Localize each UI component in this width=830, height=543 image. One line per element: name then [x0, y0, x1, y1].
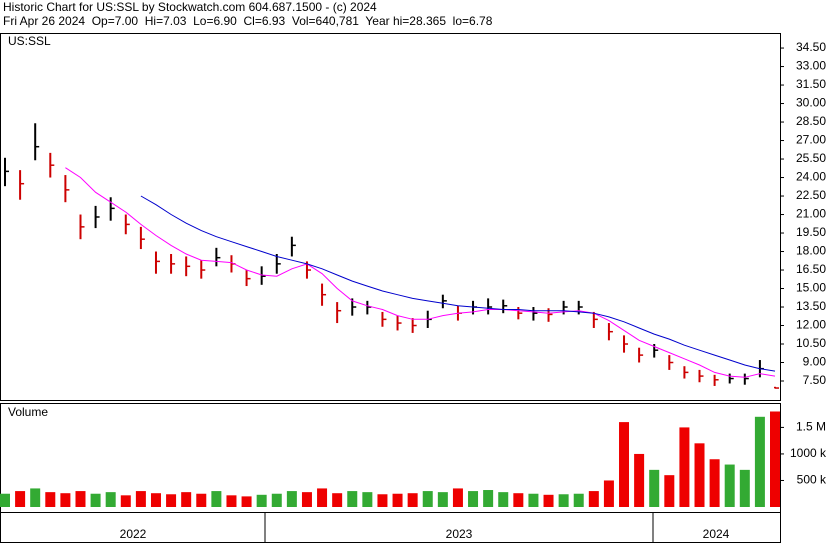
volume-bar	[135, 491, 146, 507]
y-tick-label: 16.50	[796, 262, 826, 276]
volume-bar	[226, 495, 237, 507]
volume-bar	[483, 490, 494, 507]
volume-tick-label: 500 k	[797, 473, 827, 487]
x-label: 2024	[703, 527, 730, 541]
volume-bar	[573, 493, 584, 507]
volume-bar	[60, 493, 71, 507]
volume-bar	[241, 496, 252, 507]
volume-label: Volume	[8, 405, 48, 419]
volume-bar	[603, 480, 614, 507]
volume-bar	[211, 491, 222, 507]
y-tick-label: 9.00	[803, 355, 827, 369]
y-tick-label: 34.50	[796, 40, 826, 54]
volume-bar	[256, 494, 267, 507]
y-tick-label: 30.00	[796, 96, 826, 110]
volume-bar	[90, 493, 101, 507]
volume-tick-label: 1.5 M	[796, 420, 826, 434]
price-panel	[0, 33, 781, 401]
y-tick-label: 33.00	[796, 59, 826, 73]
symbol-label: US:SSL	[8, 34, 51, 48]
volume-bar	[362, 492, 373, 507]
moving-average	[140, 195, 776, 372]
volume-bar	[347, 491, 358, 507]
y-tick-label: 7.50	[803, 373, 827, 387]
y-tick-label: 22.50	[796, 188, 826, 202]
y-tick-label: 24.00	[796, 170, 826, 184]
volume-bar	[528, 493, 539, 507]
volume-bar	[619, 422, 630, 507]
y-tick-label: 10.50	[796, 336, 826, 350]
volume-bar	[120, 495, 131, 507]
volume-bar	[513, 493, 524, 507]
x-label: 2023	[446, 527, 473, 541]
y-tick-label: 13.50	[796, 299, 826, 313]
volume-bar	[694, 443, 705, 507]
y-tick-label: 12.00	[796, 318, 826, 332]
volume-bar	[754, 416, 765, 507]
y-tick-label: 28.50	[796, 114, 826, 128]
volume-bar	[634, 453, 645, 507]
volume-bar	[437, 492, 448, 507]
chart-title: Historic Chart for US:SSL by Stockwatch.…	[3, 0, 377, 14]
volume-bar	[286, 491, 297, 507]
volume-bar	[0, 493, 10, 507]
volume-bar	[332, 493, 343, 507]
volume-bar	[75, 491, 86, 507]
volume-bar	[30, 488, 41, 507]
volume-bar	[679, 427, 690, 507]
y-tick-label: 18.00	[796, 244, 826, 258]
volume-bar	[558, 494, 569, 507]
y-tick-label: 31.50	[796, 77, 826, 91]
volume-bar	[588, 491, 599, 507]
y-tick-label: 25.50	[796, 151, 826, 165]
y-tick-label: 21.00	[796, 207, 826, 221]
volume-tick-label: 1000 k	[790, 446, 827, 460]
volume-bar	[770, 411, 780, 507]
y-tick-label: 19.50	[796, 225, 826, 239]
volume-bar	[166, 494, 177, 507]
moving-average	[65, 167, 776, 378]
volume-bar	[392, 493, 403, 507]
volume-bar	[468, 491, 479, 507]
volume-bar	[664, 475, 675, 507]
volume-bar	[724, 464, 735, 507]
volume-bar	[407, 493, 418, 507]
volume-bar	[196, 493, 207, 507]
volume-bar	[422, 491, 433, 507]
volume-bar	[301, 492, 312, 507]
volume-bar	[709, 459, 720, 507]
chart-subtitle: Fri Apr 26 2024 Op=7.00 Hi=7.03 Lo=6.90 …	[3, 14, 493, 28]
volume-bar	[543, 494, 554, 507]
volume-bar	[317, 488, 328, 507]
volume-bar	[150, 493, 161, 507]
volume-bar	[377, 494, 388, 507]
volume-bar	[649, 469, 660, 507]
volume-bar	[15, 491, 26, 507]
volume-bar	[452, 488, 463, 507]
volume-bar	[105, 492, 116, 507]
y-tick-label: 15.00	[796, 281, 826, 295]
volume-bar	[739, 469, 750, 507]
volume-bar	[271, 493, 282, 507]
volume-bar	[45, 492, 56, 507]
volume-bar	[181, 492, 192, 507]
y-tick-label: 27.00	[796, 133, 826, 147]
volume-bar	[498, 492, 509, 507]
x-label: 2022	[120, 527, 147, 541]
